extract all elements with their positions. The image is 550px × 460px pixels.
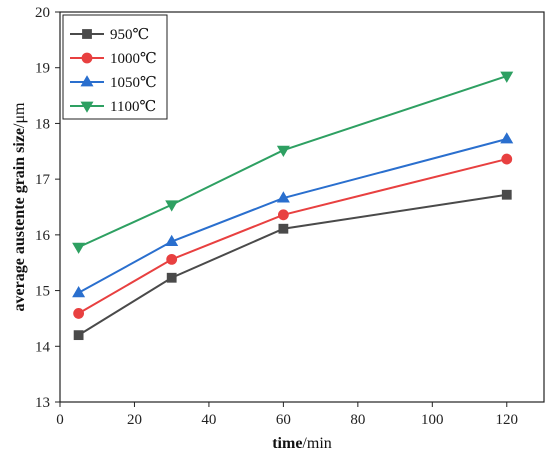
legend-marker [80,101,94,113]
legend-entry-label: 950℃ [110,27,149,43]
legend-marker [81,52,93,64]
data-point [72,286,86,298]
series-1050c [72,132,514,298]
data-point [166,272,177,283]
data-point [501,153,513,165]
series-line [78,138,508,294]
y-tick-label: 17 [35,172,51,188]
x-tick-label: 40 [201,412,216,428]
series-1000c [73,153,513,319]
axis-ticks: 0 20 40 60 80 100 120 13 14 15 16 17 18 19 20 [35,5,518,428]
x-tick-label: 120 [496,412,519,428]
data-point [500,71,514,83]
data-point [278,223,289,234]
data-point [73,330,84,341]
data-point [276,145,290,157]
legend-entry-label: 1000℃ [110,51,157,67]
data-point [500,132,514,144]
data-point [277,209,289,221]
data-point [72,242,86,254]
y-tick-label: 15 [35,284,50,300]
y-tick-label: 13 [35,395,50,411]
x-tick-label: 20 [127,412,142,428]
legend-marker [82,29,92,39]
x-tick-label: 0 [56,412,64,428]
y-tick-label: 16 [35,228,51,244]
x-tick-label: 80 [350,412,365,428]
y-tick-label: 19 [35,61,50,77]
series-lines [72,71,514,341]
legend-entry-label: 1100℃ [110,99,156,115]
series-950c [73,189,512,341]
series-line [78,75,508,249]
x-tick-label: 60 [276,412,291,428]
series-1100c [72,71,514,254]
data-point [165,234,179,246]
data-point [165,200,179,212]
data-point [166,253,178,265]
y-axis-title: average austente grain size/μm [11,102,28,312]
legend-marker [80,75,94,87]
data-point [501,189,512,200]
legend-entry-label: 1050℃ [110,75,157,91]
data-point [276,191,290,203]
y-tick-label: 18 [35,116,50,132]
series-line [78,158,508,315]
series-line [78,193,507,336]
legend-box [62,14,168,120]
data-point [73,308,85,319]
x-tick-label: 100 [421,412,444,428]
legend: 950℃ 1000℃ 1050℃ 1100℃ [62,14,168,120]
x-axis-title: time/min [272,435,332,452]
y-tick-label: 14 [35,339,51,355]
y-tick-label: 20 [35,5,50,21]
